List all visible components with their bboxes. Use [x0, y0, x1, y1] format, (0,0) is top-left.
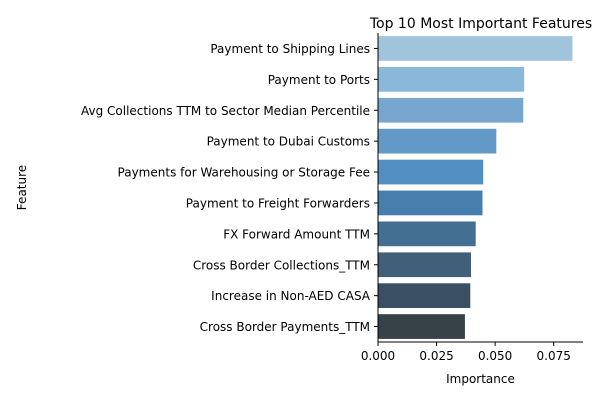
y-tick-label: Payments for Warehousing or Storage Fee: [118, 166, 370, 180]
x-tick-label: 0.050: [478, 349, 512, 363]
bar-9: [378, 283, 471, 309]
y-tick-label: Payment to Shipping Lines: [210, 42, 370, 56]
y-tick-label: Payment to Freight Forwarders: [186, 196, 370, 210]
y-tick-labels: Payment to Shipping Lines Payment to Port…: [81, 42, 378, 334]
y-tick-label: Payment to Dubai Customs: [207, 135, 370, 149]
y-tick-label: Increase in Non-AED CASA: [211, 289, 371, 303]
bar-7: [378, 221, 476, 247]
y-tick-label: Cross Border Payments_TTM: [200, 320, 370, 334]
bar-6: [378, 190, 483, 216]
x-ticks: 0.000 0.025 0.050 0.075: [361, 342, 571, 363]
bar-4: [378, 128, 497, 154]
y-tick-label: FX Forward Amount TTM: [223, 227, 370, 241]
bar-5: [378, 159, 484, 185]
bar-10: [378, 314, 465, 339]
bar-3: [378, 97, 524, 123]
bar-8: [378, 252, 472, 278]
bar-2: [378, 66, 525, 92]
chart-title: Top 10 Most Important Features: [369, 16, 592, 32]
y-axis-label: Feature: [15, 165, 29, 210]
y-tick-label: Payment to Ports: [268, 73, 370, 87]
y-tick-label: Cross Border Collections_TTM: [193, 258, 370, 272]
y-tick-label: Avg Collections TTM to Sector Median Per…: [81, 104, 370, 118]
bar-1: [378, 36, 573, 61]
x-tick-label: 0.075: [537, 349, 571, 363]
bars: [378, 36, 573, 339]
x-tick-label: 0.025: [419, 349, 453, 363]
x-tick-label: 0.000: [361, 349, 395, 363]
x-axis-label: Importance: [446, 372, 515, 386]
